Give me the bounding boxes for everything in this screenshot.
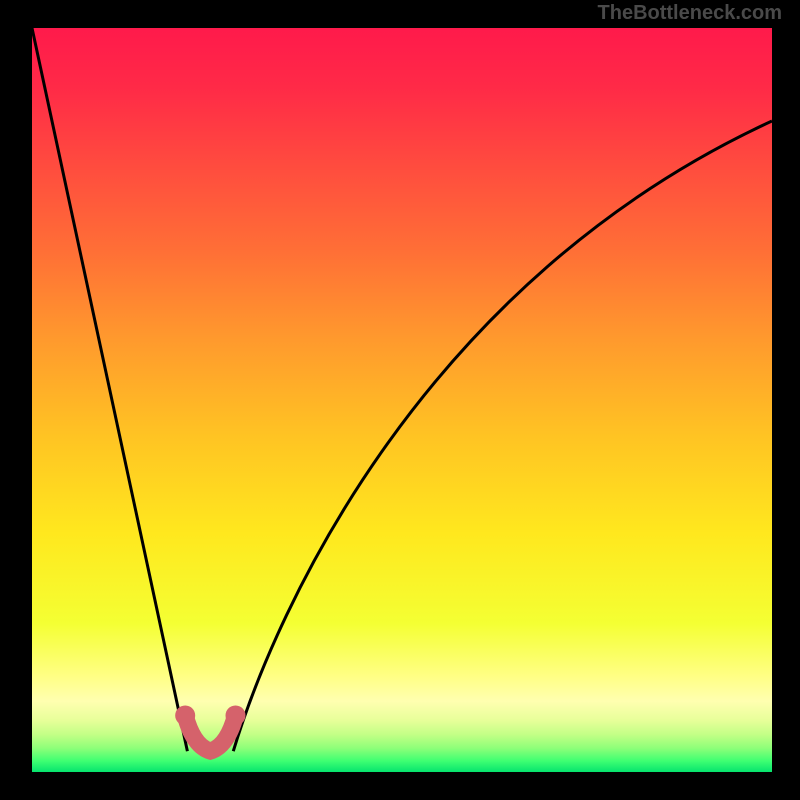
curve-left-branch bbox=[32, 28, 187, 751]
curve-right-branch bbox=[233, 121, 772, 751]
plot-area bbox=[32, 28, 772, 772]
trough-marker-u bbox=[185, 715, 235, 751]
attribution-text: TheBottleneck.com bbox=[598, 2, 782, 25]
chart-svg bbox=[32, 28, 772, 772]
